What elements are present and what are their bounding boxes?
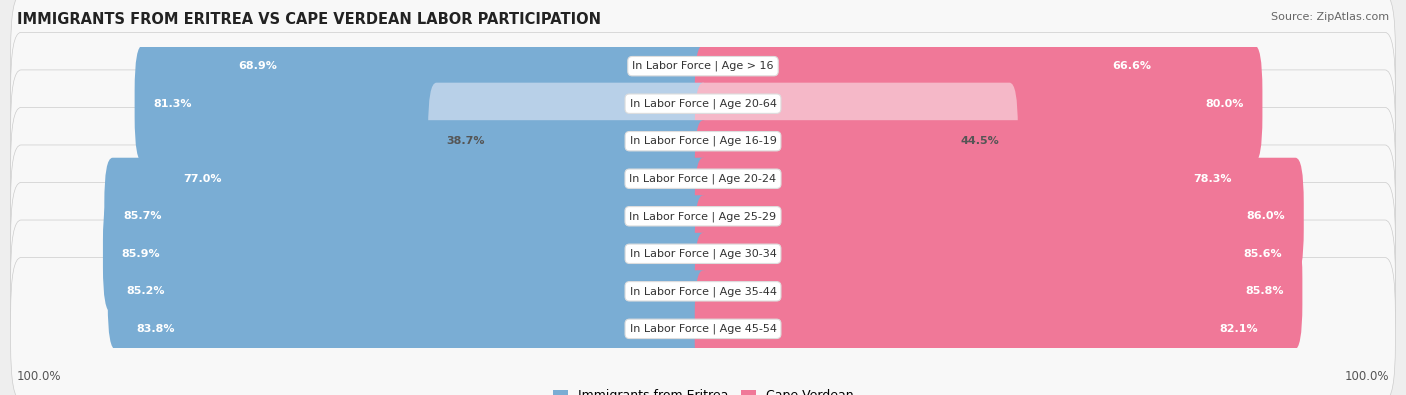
Legend: Immigrants from Eritrea, Cape Verdean: Immigrants from Eritrea, Cape Verdean	[548, 384, 858, 395]
Text: In Labor Force | Age 20-64: In Labor Force | Age 20-64	[630, 98, 776, 109]
Text: 81.3%: 81.3%	[153, 99, 191, 109]
Text: Source: ZipAtlas.com: Source: ZipAtlas.com	[1271, 12, 1389, 22]
FancyBboxPatch shape	[695, 270, 1277, 387]
Text: 100.0%: 100.0%	[1344, 370, 1389, 383]
FancyBboxPatch shape	[103, 195, 711, 312]
Text: In Labor Force | Age 35-44: In Labor Force | Age 35-44	[630, 286, 776, 297]
Text: 85.7%: 85.7%	[122, 211, 162, 221]
Text: 85.9%: 85.9%	[121, 249, 160, 259]
Text: In Labor Force | Age 16-19: In Labor Force | Age 16-19	[630, 136, 776, 147]
Text: 85.2%: 85.2%	[127, 286, 165, 296]
FancyBboxPatch shape	[695, 158, 1303, 275]
Text: 66.6%: 66.6%	[1112, 61, 1152, 71]
Text: 77.0%: 77.0%	[183, 174, 221, 184]
Text: 85.6%: 85.6%	[1244, 249, 1282, 259]
FancyBboxPatch shape	[108, 233, 711, 350]
FancyBboxPatch shape	[165, 120, 711, 237]
Text: 78.3%: 78.3%	[1194, 174, 1232, 184]
FancyBboxPatch shape	[695, 233, 1302, 350]
FancyBboxPatch shape	[427, 83, 711, 200]
FancyBboxPatch shape	[135, 45, 711, 162]
Text: 100.0%: 100.0%	[17, 370, 62, 383]
Text: 68.9%: 68.9%	[239, 61, 277, 71]
FancyBboxPatch shape	[118, 270, 711, 387]
Text: 38.7%: 38.7%	[447, 136, 485, 146]
FancyBboxPatch shape	[104, 158, 711, 275]
FancyBboxPatch shape	[695, 83, 1018, 200]
FancyBboxPatch shape	[695, 45, 1263, 162]
Text: 80.0%: 80.0%	[1205, 99, 1244, 109]
Text: 82.1%: 82.1%	[1219, 324, 1258, 334]
FancyBboxPatch shape	[11, 32, 1395, 175]
Text: IMMIGRANTS FROM ERITREA VS CAPE VERDEAN LABOR PARTICIPATION: IMMIGRANTS FROM ERITREA VS CAPE VERDEAN …	[17, 12, 600, 27]
FancyBboxPatch shape	[11, 258, 1395, 395]
Text: In Labor Force | Age > 16: In Labor Force | Age > 16	[633, 61, 773, 71]
Text: In Labor Force | Age 45-54: In Labor Force | Age 45-54	[630, 324, 776, 334]
FancyBboxPatch shape	[11, 145, 1395, 288]
Text: 86.0%: 86.0%	[1247, 211, 1285, 221]
FancyBboxPatch shape	[11, 0, 1395, 137]
Text: In Labor Force | Age 20-24: In Labor Force | Age 20-24	[630, 173, 776, 184]
FancyBboxPatch shape	[11, 182, 1395, 325]
Text: 85.8%: 85.8%	[1246, 286, 1284, 296]
FancyBboxPatch shape	[11, 70, 1395, 213]
FancyBboxPatch shape	[11, 220, 1395, 363]
FancyBboxPatch shape	[695, 8, 1170, 125]
Text: 44.5%: 44.5%	[960, 136, 1000, 146]
Text: 83.8%: 83.8%	[136, 324, 174, 334]
FancyBboxPatch shape	[695, 120, 1251, 237]
Text: In Labor Force | Age 30-34: In Labor Force | Age 30-34	[630, 248, 776, 259]
Text: In Labor Force | Age 25-29: In Labor Force | Age 25-29	[630, 211, 776, 222]
FancyBboxPatch shape	[11, 107, 1395, 250]
FancyBboxPatch shape	[221, 8, 711, 125]
FancyBboxPatch shape	[695, 195, 1301, 312]
